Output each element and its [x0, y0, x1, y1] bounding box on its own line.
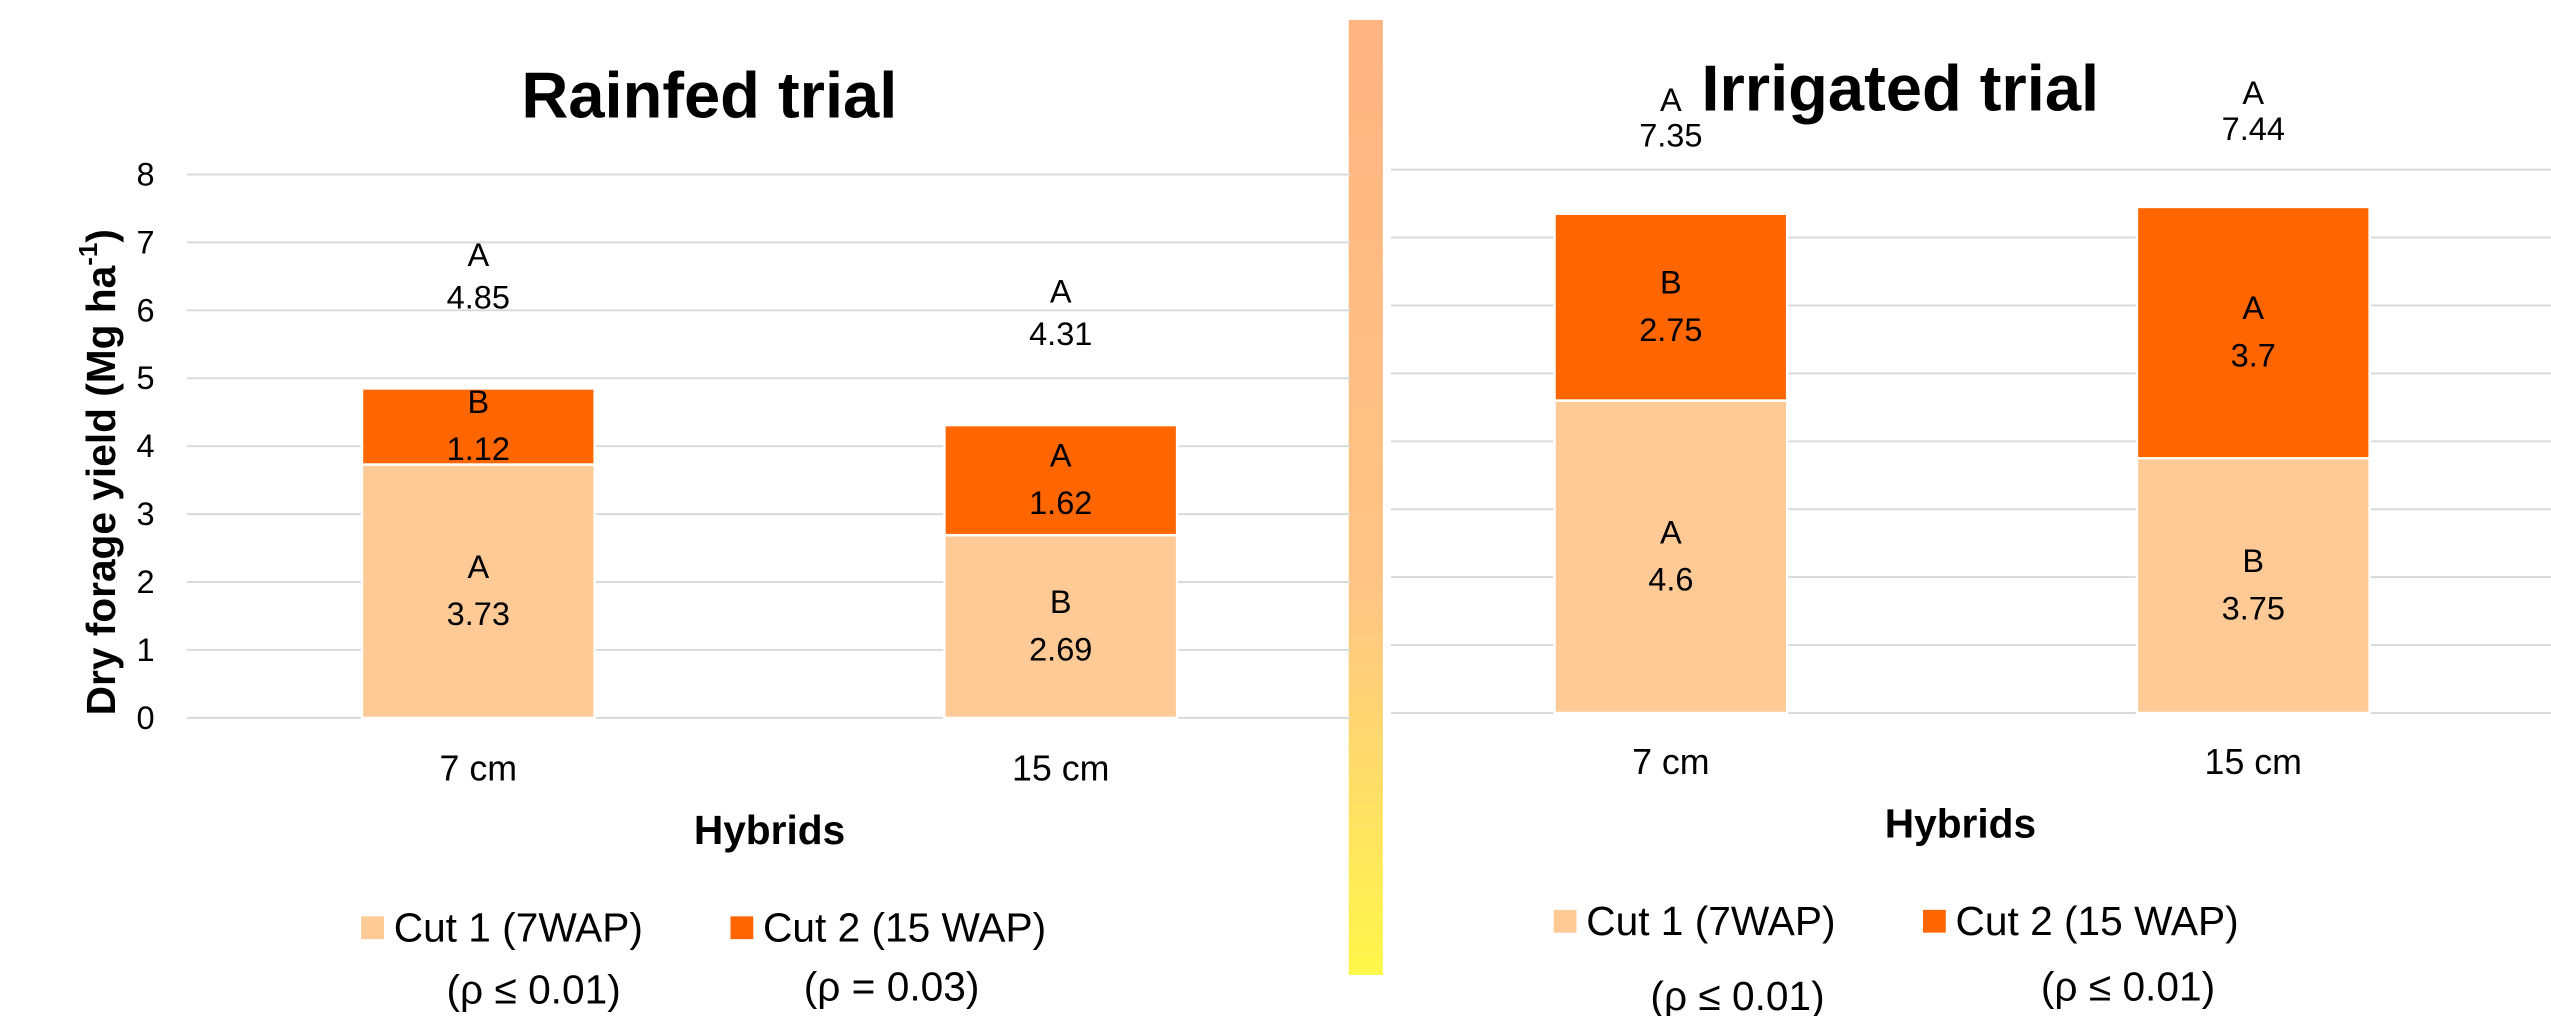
p-value: (ρ ≤ 0.01) [2041, 963, 2215, 1009]
segment-letter: A [1660, 514, 1682, 550]
x-tick-label: 7 cm [1632, 742, 1710, 782]
y-tick-label: 1 [136, 632, 154, 668]
x-tick-label: 15 cm [2205, 742, 2302, 782]
x-tick-label: 7 cm [440, 748, 518, 788]
legend-swatch [361, 916, 384, 940]
chart-title: Rainfed trial [521, 58, 897, 131]
bar-segment [943, 423, 1179, 537]
y-axis-label: Dry forage yield (Mg ha-1) [73, 229, 124, 715]
total-letter: A [1050, 274, 1072, 310]
p-value: (ρ = 0.03) [804, 963, 980, 1009]
total-label: 4.31 [1029, 316, 1092, 352]
segment-letter: B [1050, 584, 1072, 620]
legend-label: Cut 2 (15 WAP) [763, 905, 1046, 951]
segment-label: 1.62 [1029, 485, 1092, 521]
divider [1348, 19, 1383, 975]
y-tick-label: 2 [136, 564, 154, 600]
legend-swatch [1553, 909, 1577, 933]
legend-label: Cut 2 (15 WAP) [1956, 898, 2239, 944]
legend-swatch [1923, 909, 1946, 933]
bar-segment [2135, 457, 2371, 715]
total-label: 7.35 [1639, 118, 1702, 154]
bar-segment [2135, 205, 2371, 460]
total-label: 7.44 [2222, 111, 2285, 147]
bar-segment [360, 463, 596, 720]
y-tick-label: 3 [136, 496, 154, 532]
y-tick-label: 5 [136, 360, 154, 396]
legend-swatch [730, 916, 754, 940]
total-letter: A [2242, 75, 2264, 111]
p-value: (ρ ≤ 0.01) [1650, 973, 1824, 1016]
segment-letter: B [2242, 543, 2264, 579]
x-tick-label: 15 cm [1012, 748, 1109, 788]
x-axis-label: Hybrids [1885, 801, 2036, 847]
y-tick-label: 7 [136, 224, 154, 260]
y-label-main: Dry forage yield (Mg ha [78, 265, 124, 715]
segment-label: 3.7 [2231, 337, 2276, 373]
total-letter: A [1660, 82, 1682, 118]
segment-letter: A [1050, 438, 1072, 474]
segment-label: 3.75 [2222, 590, 2285, 626]
segment-label: 3.73 [447, 596, 510, 632]
bar-segment [1553, 399, 1789, 715]
bar-segment [1553, 212, 1789, 402]
p-value: (ρ ≤ 0.01) [447, 967, 621, 1013]
y-label-end: ) [78, 229, 124, 243]
segment-label: 2.69 [1029, 631, 1092, 667]
y-tick-label: 0 [136, 700, 154, 736]
x-axis-label: Hybrids [694, 807, 845, 853]
legend-label: Cut 1 (7WAP) [1586, 898, 1835, 944]
y-label-sup: -1 [73, 243, 103, 266]
bar-segment [943, 533, 1179, 720]
segment-label: 2.75 [1639, 312, 1702, 348]
segment-label: 1.12 [447, 431, 510, 467]
bar-segment [360, 387, 596, 466]
segment-letter: A [467, 549, 489, 585]
total-label: 4.85 [447, 279, 510, 315]
y-tick-label: 4 [136, 428, 154, 464]
segment-letter: A [2242, 290, 2264, 326]
y-tick-label: 8 [136, 156, 154, 192]
segment-letter: B [467, 384, 489, 420]
legend-label: Cut 1 (7WAP) [394, 905, 643, 951]
total-letter: A [467, 237, 489, 273]
segment-label: 4.6 [1648, 562, 1693, 598]
y-tick-label: 6 [136, 292, 154, 328]
segment-letter: B [1660, 265, 1682, 301]
chart-title: Irrigated trial [1701, 52, 2099, 125]
